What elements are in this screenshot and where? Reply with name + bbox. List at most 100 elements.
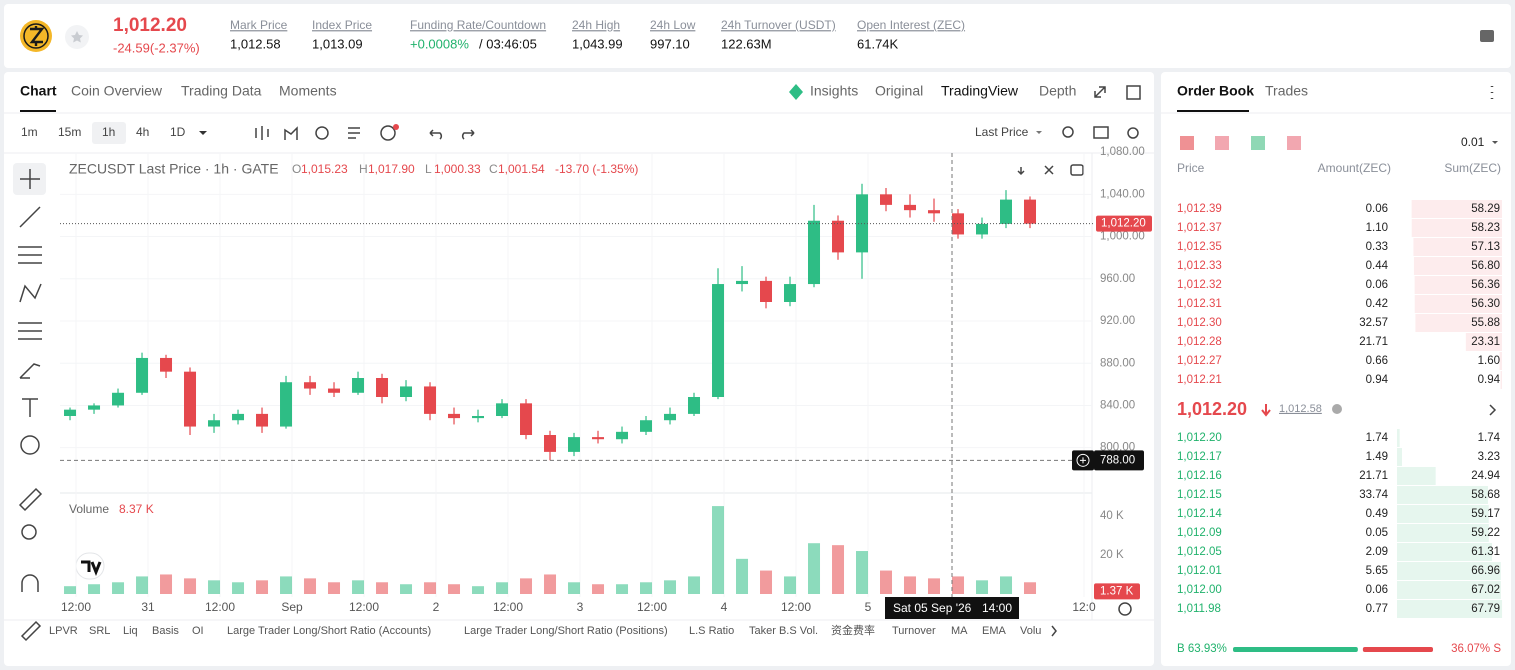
candle-body (352, 378, 365, 393)
ob-price[interactable]: 1,012.05 (1177, 546, 1222, 558)
sell-ratio: 36.07% S (1451, 643, 1501, 655)
ob-price[interactable]: 1,012.28 (1177, 336, 1222, 348)
ob-price[interactable]: 1,012.17 (1177, 451, 1222, 463)
ob-price[interactable]: 1,012.31 (1177, 298, 1222, 310)
stat-value: / 03:46:05 (479, 36, 537, 51)
text-tool[interactable] (22, 398, 38, 417)
indicator-tab[interactable]: OI (192, 625, 204, 637)
replay-icon[interactable] (315, 126, 329, 140)
volume-bar (424, 582, 437, 594)
view-tab[interactable]: Original (875, 83, 923, 99)
volume-bar (832, 545, 845, 594)
crosshair-tool[interactable] (20, 169, 40, 189)
tab[interactable]: Chart (20, 83, 57, 99)
ob-tab[interactable]: Order Book (1177, 83, 1254, 99)
ob-price[interactable]: 1,012.00 (1177, 584, 1222, 596)
indicator-tab[interactable]: Basis (152, 625, 179, 637)
interval[interactable]: 1h (102, 125, 115, 139)
collapse-icon[interactable] (1044, 165, 1054, 175)
interval[interactable]: 1D (170, 125, 186, 139)
search-icon[interactable] (1062, 126, 1074, 138)
depth-mode[interactable] (1180, 136, 1194, 150)
ob-price[interactable]: 1,012.27 (1177, 355, 1222, 367)
ob-price[interactable]: 1,012.21 (1177, 374, 1222, 386)
depth-mode[interactable] (1251, 136, 1265, 150)
ohlc-key: O (292, 162, 301, 176)
lock-tool[interactable] (20, 620, 42, 642)
gear-icon[interactable] (1127, 127, 1139, 139)
ob-price[interactable]: 1,012.30 (1177, 317, 1222, 329)
ob-amount: 21.71 (1359, 336, 1388, 348)
brush-tool[interactable] (19, 363, 41, 379)
redo-icon[interactable] (461, 129, 475, 140)
indicator-tab[interactable]: Large Trader Long/Short Ratio (Positions… (464, 625, 668, 637)
ob-price[interactable]: 1,012.20 (1177, 432, 1222, 444)
candle-type-icon[interactable] (255, 126, 269, 140)
camera-icon[interactable] (1093, 126, 1109, 139)
indicator-tab[interactable]: EMA (982, 625, 1007, 637)
indicator-tab[interactable]: Liq (123, 625, 138, 637)
more-chevron[interactable] (1051, 625, 1057, 637)
sell-bar (1362, 647, 1433, 652)
indicator-tab[interactable]: LPVR (49, 625, 78, 637)
emoji-tool[interactable] (20, 435, 40, 455)
fib-tool[interactable] (18, 322, 42, 340)
line-tool[interactable] (19, 206, 41, 228)
indicator-tab[interactable]: Volu (1020, 625, 1041, 637)
ob-amount: 1.49 (1366, 451, 1388, 463)
tab[interactable]: Moments (279, 83, 337, 99)
depth-mode[interactable] (1215, 136, 1229, 150)
ob-price[interactable]: 1,012.15 (1177, 489, 1222, 501)
interval[interactable]: 4h (136, 125, 149, 139)
indicator-tab[interactable]: MA (951, 625, 968, 637)
zoom-tool[interactable] (21, 524, 37, 540)
ob-price[interactable]: 1,012.33 (1177, 260, 1222, 272)
chart-symbol: ZECUSDT Last Price · 1h · GATE (69, 161, 279, 177)
indicator-tab[interactable]: SRL (89, 625, 110, 637)
settings-icon[interactable] (1480, 30, 1494, 42)
volume-bar (136, 576, 149, 594)
plot-area (60, 153, 1092, 597)
view-tab[interactable]: TradingView (941, 83, 1019, 99)
channel-tool[interactable] (18, 246, 42, 264)
mid-chevron[interactable] (1489, 404, 1497, 416)
indicator-tab[interactable]: 资金费率 (831, 623, 875, 637)
chart-settings[interactable] (1118, 602, 1132, 616)
interval[interactable]: 15m (58, 125, 81, 139)
indicator-tab[interactable]: Turnover (892, 625, 936, 637)
indicator-tab[interactable]: L.S Ratio (689, 625, 734, 637)
precision[interactable]: 0.01 (1461, 135, 1485, 149)
depth-bar (1465, 333, 1502, 351)
template-icon[interactable] (348, 127, 360, 139)
pattern-tool[interactable] (19, 283, 42, 303)
indicator-tab[interactable]: Large Trader Long/Short Ratio (Accounts) (227, 625, 431, 637)
ob-price[interactable]: 1,012.01 (1177, 565, 1222, 577)
ob-price[interactable]: 1,012.35 (1177, 241, 1222, 253)
indicator-icon[interactable] (284, 126, 298, 140)
ob-price[interactable]: 1,012.09 (1177, 527, 1222, 539)
interval[interactable]: 1m (21, 125, 38, 139)
depth-mode[interactable] (1287, 136, 1301, 150)
ruler-tool[interactable] (18, 487, 43, 512)
expand-icon[interactable] (1094, 86, 1106, 98)
ob-price[interactable]: 1,012.37 (1177, 222, 1222, 234)
scale-icon[interactable] (1017, 167, 1025, 176)
window-icon[interactable] (1126, 85, 1141, 100)
magnet-tool[interactable] (21, 574, 39, 592)
view-tab[interactable]: Depth (1039, 83, 1076, 99)
undo-icon[interactable] (429, 129, 443, 140)
view-tab[interactable]: Insights (810, 83, 858, 99)
ob-price[interactable]: 1,012.39 (1177, 203, 1222, 215)
ob-price[interactable]: 1,011.98 (1177, 603, 1221, 615)
ob-price[interactable]: 1,012.16 (1177, 470, 1222, 482)
ob-price[interactable]: 1,012.14 (1177, 508, 1222, 520)
price-type[interactable]: Last Price (975, 125, 1029, 139)
ob-price[interactable]: 1,012.32 (1177, 279, 1222, 291)
ob-tab[interactable]: Trades (1265, 83, 1308, 99)
tab[interactable]: Coin Overview (71, 83, 163, 99)
add-icon[interactable] (380, 125, 396, 141)
tab[interactable]: Trading Data (181, 83, 262, 99)
ob-amount: 33.74 (1359, 489, 1388, 501)
reset-icon[interactable] (1070, 164, 1084, 176)
indicator-tab[interactable]: Taker B.S Vol. (749, 625, 818, 637)
